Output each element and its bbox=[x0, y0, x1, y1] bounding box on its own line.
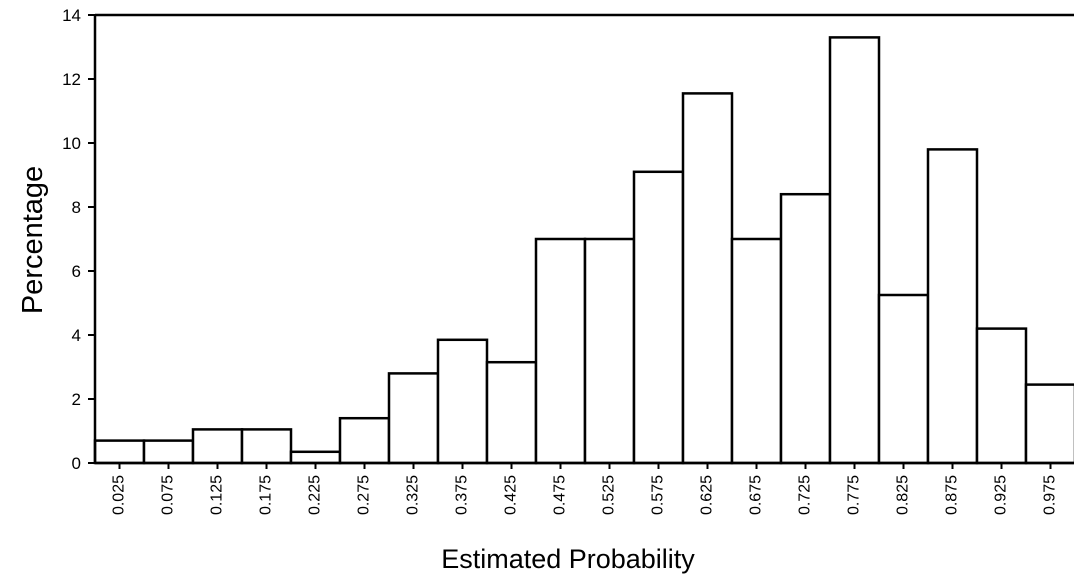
x-tick-label: 0.175 bbox=[258, 475, 275, 515]
x-tick-label: 0.625 bbox=[699, 475, 716, 515]
bar bbox=[338, 416, 391, 465]
bar bbox=[926, 148, 979, 465]
x-tick-label: 0.725 bbox=[797, 475, 814, 515]
x-ticks: 0.025 0.075 0.125 0.175 0.225 0.275 0.325 0.375… bbox=[111, 463, 1059, 515]
x-tick-label: 0.925 bbox=[993, 475, 1010, 515]
bar bbox=[1024, 383, 1074, 465]
x-tick-label: 0.125 bbox=[209, 475, 226, 515]
bar bbox=[877, 293, 930, 465]
y-tick-label: 14 bbox=[62, 6, 81, 25]
y-tick-label: 6 bbox=[72, 262, 81, 281]
x-tick-label: 0.875 bbox=[944, 475, 961, 515]
bar bbox=[436, 338, 489, 465]
bar bbox=[632, 170, 685, 465]
bar bbox=[387, 372, 440, 465]
axes-layer bbox=[93, 13, 1074, 465]
x-tick-label: 0.825 bbox=[895, 475, 912, 515]
y-tick-label: 12 bbox=[62, 70, 81, 89]
y-tick-label: 4 bbox=[72, 326, 81, 345]
bar bbox=[289, 450, 342, 465]
x-tick-label: 0.325 bbox=[405, 475, 422, 515]
bar bbox=[485, 360, 538, 465]
x-tick-label: 0.425 bbox=[503, 475, 520, 515]
x-tick-label: 0.775 bbox=[846, 475, 863, 515]
y-tick-label: 0 bbox=[72, 454, 81, 473]
bar bbox=[240, 428, 293, 465]
bar bbox=[730, 237, 783, 465]
x-tick-label: 0.525 bbox=[601, 475, 618, 515]
x-tick-label: 0.225 bbox=[307, 475, 324, 515]
x-tick-label: 0.575 bbox=[650, 475, 667, 515]
x-tick-label: 0.075 bbox=[160, 475, 177, 515]
bar bbox=[142, 439, 195, 465]
bar bbox=[779, 192, 832, 465]
bar bbox=[93, 439, 146, 465]
y-axis-label: Percentage bbox=[17, 166, 49, 314]
bar bbox=[583, 237, 636, 465]
x-axis-label: Estimated Probability bbox=[441, 544, 695, 574]
y-tick-label: 2 bbox=[72, 390, 81, 409]
bar bbox=[975, 327, 1028, 465]
x-tick-label: 0.275 bbox=[356, 475, 373, 515]
bar bbox=[828, 36, 881, 465]
bar bbox=[534, 237, 587, 465]
bars-layer bbox=[93, 36, 1074, 465]
y-tick-label: 10 bbox=[62, 134, 81, 153]
bar bbox=[191, 428, 244, 465]
x-tick-label: 0.975 bbox=[1042, 475, 1059, 515]
x-tick-label: 0.375 bbox=[454, 475, 471, 515]
y-tick-label: 8 bbox=[72, 198, 81, 217]
y-ticks: 0 2 4 6 8 10 12 14 bbox=[62, 6, 95, 473]
bar bbox=[681, 92, 734, 465]
x-tick-label: 0.475 bbox=[552, 475, 569, 515]
x-tick-label: 0.675 bbox=[748, 475, 765, 515]
x-tick-label: 0.025 bbox=[111, 475, 128, 515]
